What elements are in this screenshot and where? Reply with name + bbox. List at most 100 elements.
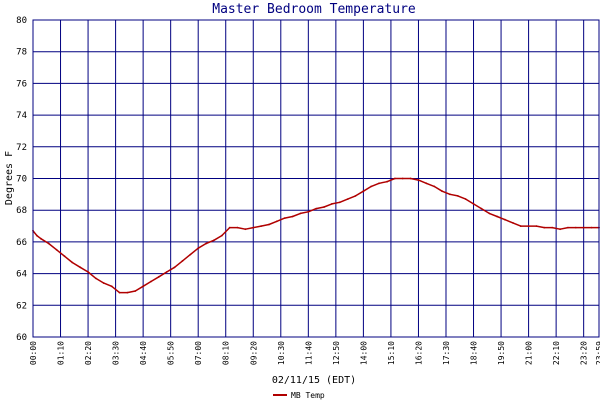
data-point [181, 260, 184, 262]
x-tick-label: 01:10 [57, 341, 66, 365]
data-point [307, 210, 310, 213]
data-point [464, 198, 467, 201]
data-point [102, 282, 105, 284]
data-point [40, 237, 42, 240]
data-point [71, 261, 74, 264]
data-point [158, 275, 160, 278]
x-tick-label: 08:10 [222, 341, 231, 365]
x-tick-label: 22:10 [552, 341, 561, 365]
data-point [504, 218, 506, 221]
data-point [260, 225, 262, 228]
y-tick-label: 68 [16, 206, 27, 216]
data-point [456, 195, 459, 197]
data-point [535, 225, 538, 228]
x-tick-label: 03:30 [112, 341, 121, 365]
data-point [519, 225, 522, 228]
x-tick-label: 00:00 [29, 341, 38, 365]
data-point [220, 234, 223, 237]
x-tick-label: 11:40 [304, 341, 313, 365]
x-tick-label: 07:00 [194, 341, 203, 365]
data-point [244, 228, 247, 231]
data-point [236, 226, 239, 229]
data-point [472, 203, 475, 205]
data-point [567, 226, 569, 229]
data-point [527, 225, 530, 228]
data-point [150, 280, 152, 283]
y-tick-label: 76 [16, 79, 27, 89]
data-point [197, 247, 200, 250]
y-tick-label: 66 [16, 238, 27, 248]
x-tick-label: 09:20 [249, 341, 258, 365]
data-point [401, 177, 404, 180]
data-point [370, 185, 373, 188]
x-axis-label: 02/11/15 (EDT) [272, 375, 356, 386]
x-tick-label: 23:59 [595, 341, 600, 365]
data-point [55, 248, 58, 251]
data-point [36, 234, 38, 237]
data-point [378, 182, 380, 185]
data-point [268, 223, 270, 226]
x-tick-label: 16:20 [414, 341, 423, 365]
data-point [276, 220, 278, 223]
chart-title: Master Bedroom Temperature [212, 2, 416, 17]
y-tick-label: 70 [16, 175, 27, 185]
data-point [63, 255, 66, 258]
x-tick-label: 14:00 [359, 341, 368, 365]
data-point [315, 207, 318, 210]
data-point [338, 201, 341, 204]
data-point [441, 190, 443, 193]
data-point [574, 226, 577, 229]
data-point [488, 212, 491, 215]
data-point [362, 190, 365, 193]
y-tick-label: 78 [16, 48, 27, 58]
data-point [409, 177, 412, 180]
x-tick-label: 23:20 [580, 341, 589, 365]
data-point [299, 212, 302, 215]
y-tick-label: 60 [16, 333, 27, 343]
x-tick-label: 02:20 [84, 341, 93, 365]
data-point [559, 228, 561, 231]
data-point [496, 215, 498, 218]
data-point [354, 195, 357, 197]
data-point [346, 198, 349, 201]
data-point [87, 271, 89, 273]
data-point [512, 222, 514, 224]
y-axis-label: Degrees F [4, 151, 15, 205]
x-tick-label: 15:10 [387, 341, 396, 365]
data-point [142, 285, 145, 288]
series-line-mb-temp [32, 177, 599, 294]
y-tick-label: 64 [16, 270, 27, 280]
data-point [79, 266, 82, 269]
data-point [118, 291, 121, 294]
y-tick-label: 80 [16, 16, 27, 26]
data-point [433, 185, 436, 188]
data-point [205, 242, 208, 245]
data-point [126, 291, 129, 294]
data-point [47, 242, 50, 245]
data-point [425, 182, 428, 185]
data-point [173, 266, 176, 269]
data-point [134, 290, 137, 292]
data-point [480, 207, 483, 210]
y-tick-label: 72 [16, 143, 27, 153]
plot-frame [32, 19, 600, 338]
x-tick-label: 18:40 [470, 341, 479, 365]
data-point [543, 226, 546, 229]
x-tick-label: 10:30 [277, 341, 286, 365]
data-point [95, 277, 97, 280]
data-point [213, 239, 215, 242]
x-tick-label: 21:00 [525, 341, 534, 365]
x-tick-label: 17:30 [442, 341, 451, 365]
data-point [291, 215, 294, 218]
data-point [417, 179, 420, 182]
data-point [283, 217, 286, 220]
y-tick-label: 74 [16, 111, 27, 121]
x-tick-label: 04:40 [139, 341, 148, 365]
data-point [323, 206, 325, 208]
data-point [449, 193, 451, 196]
data-point [590, 226, 593, 229]
x-tick-label: 12:50 [332, 341, 341, 365]
data-point [110, 285, 113, 288]
data-point [189, 253, 192, 256]
series-layer [32, 177, 600, 294]
